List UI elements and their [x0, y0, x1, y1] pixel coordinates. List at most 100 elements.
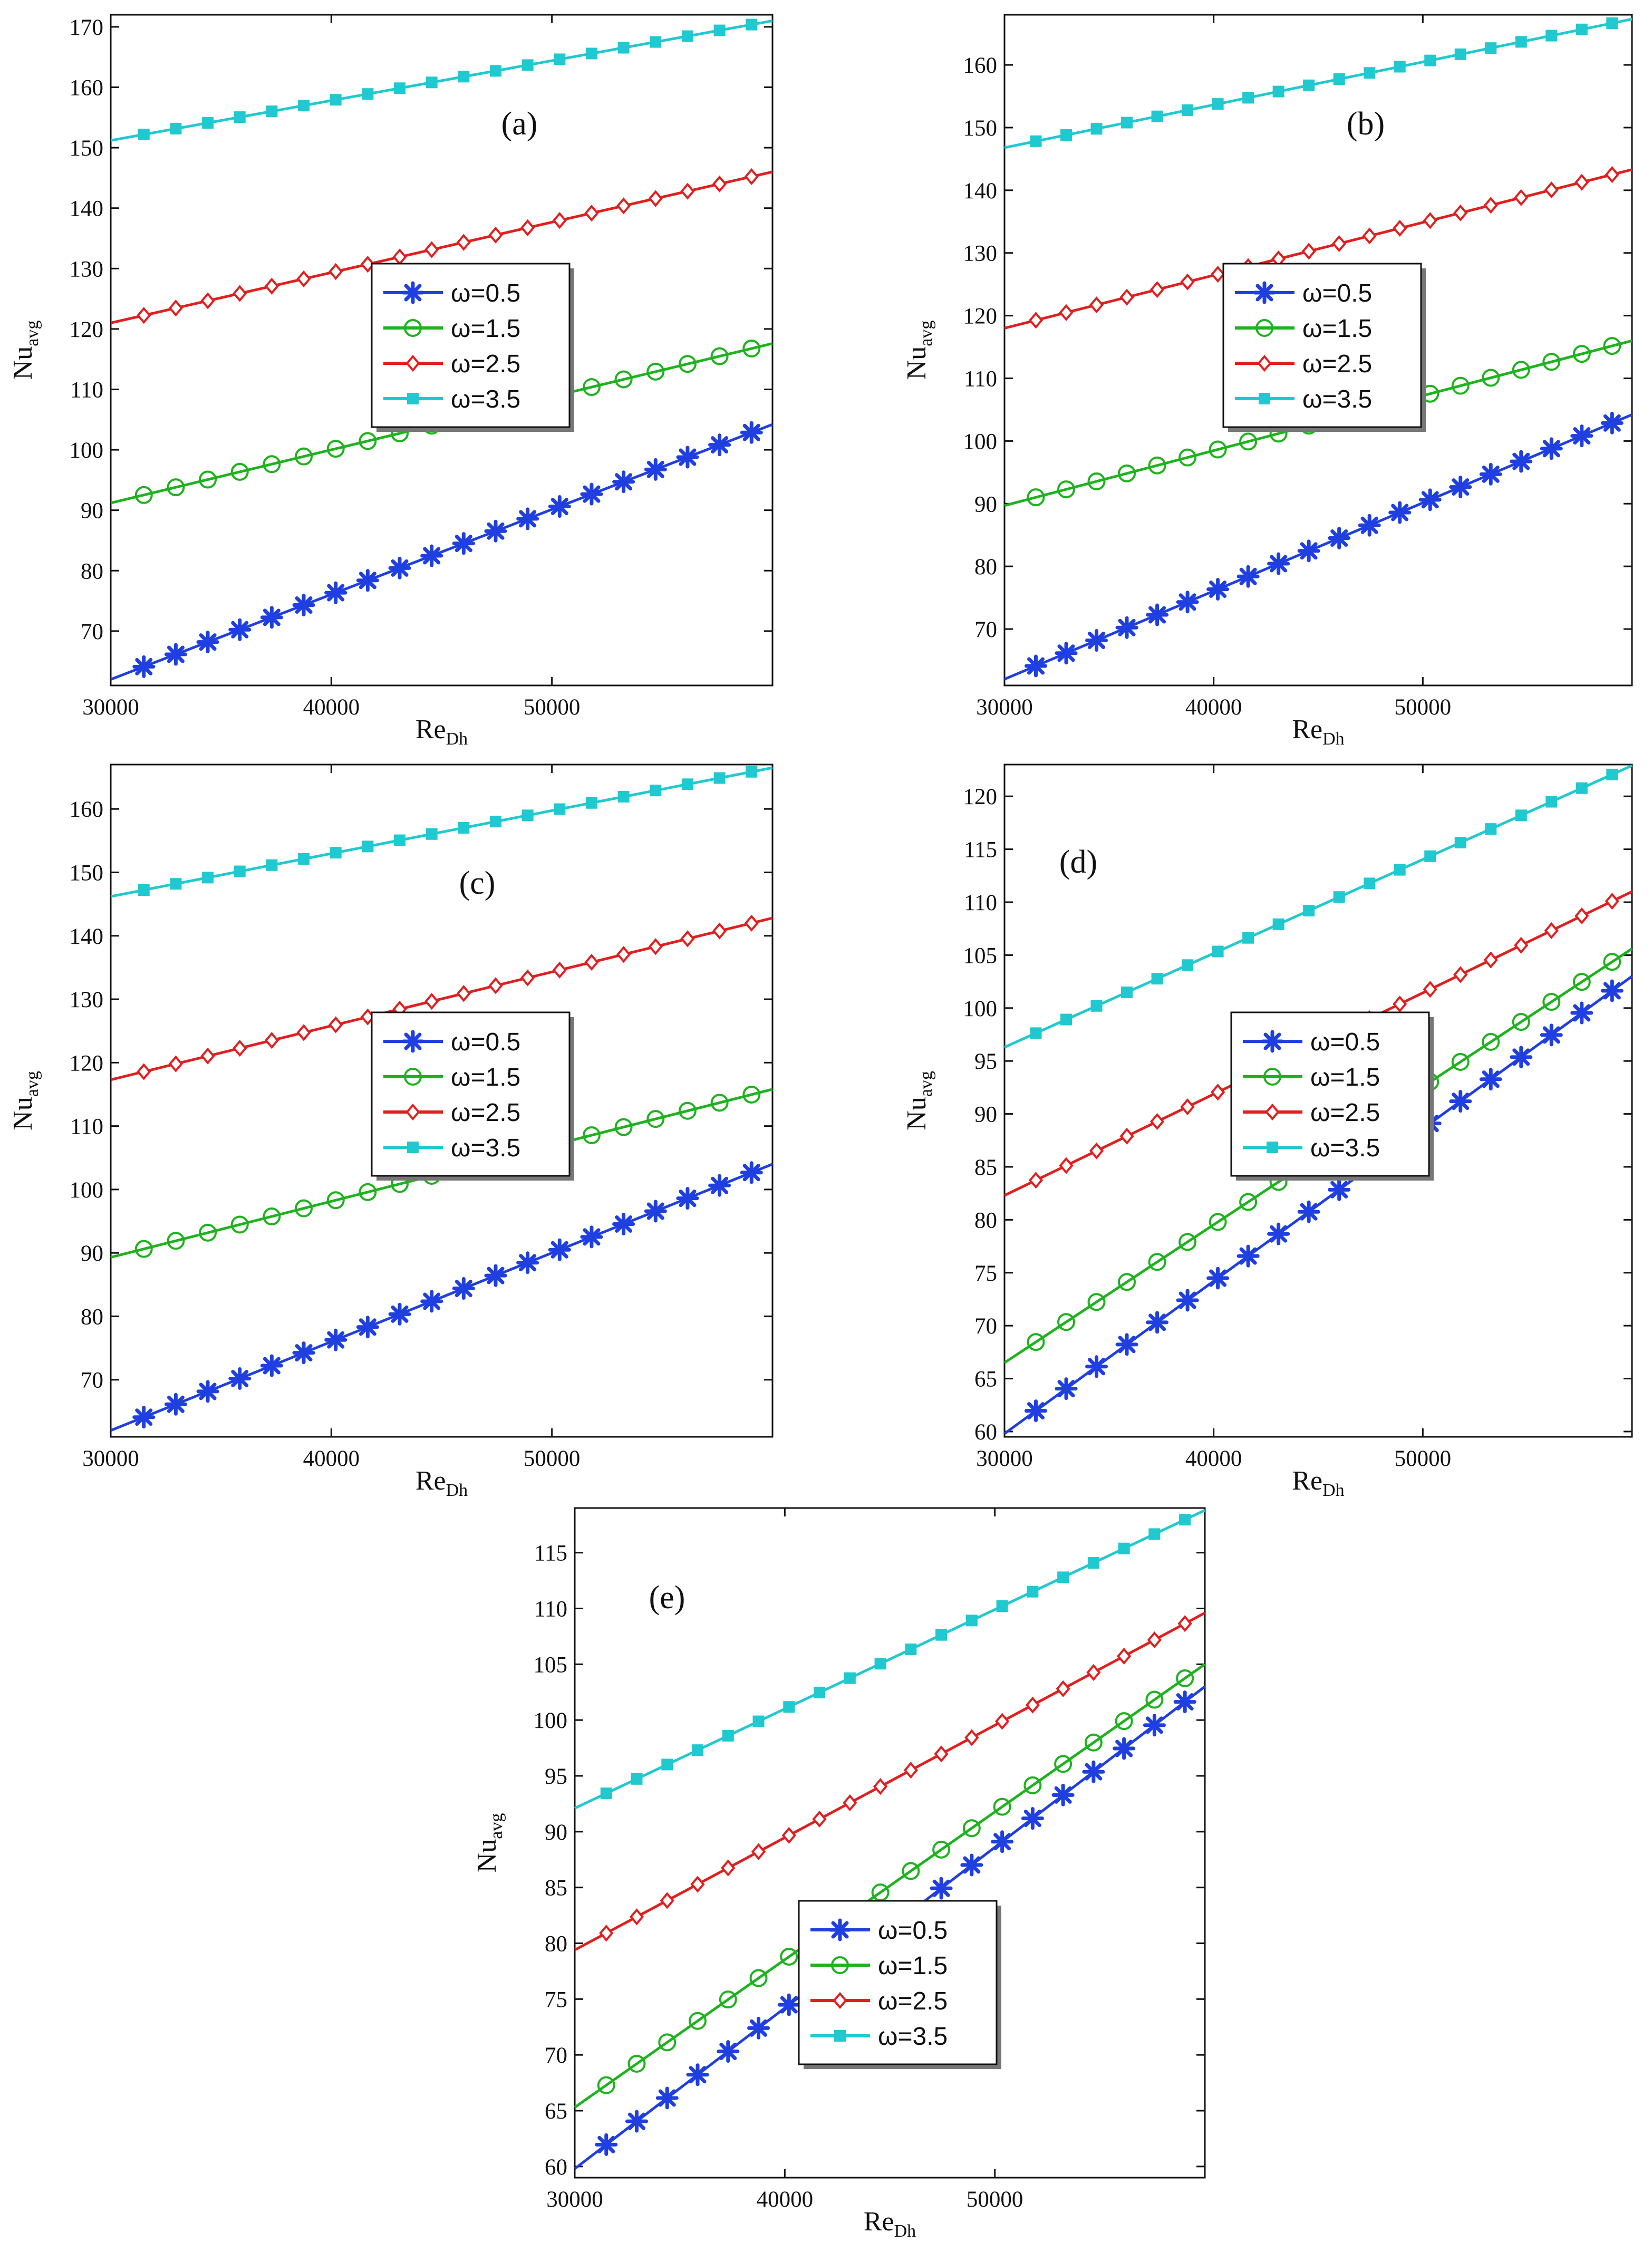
data-point-circle: [1572, 973, 1591, 991]
x-tick-label: 40000: [1185, 1446, 1242, 1471]
data-point-asterisk: [1540, 437, 1563, 460]
data-point-circle: [167, 1232, 185, 1250]
data-point-asterisk: [595, 2133, 618, 2156]
data-point-square: [874, 1658, 886, 1670]
data-point-square: [266, 105, 278, 118]
data-point-diamond: [1149, 281, 1165, 298]
y-axis-label: Nuavg: [8, 321, 42, 380]
data-point-diamond: [903, 1762, 918, 1779]
data-point-circle: [749, 1969, 768, 1987]
y-tick-label: 90: [545, 1820, 567, 1845]
data-point-square: [234, 111, 246, 123]
data-point-square: [458, 821, 470, 834]
data-point-square: [554, 803, 566, 815]
legend-label: ω=2.5: [1302, 350, 1372, 378]
x-tick-label: 40000: [303, 1446, 360, 1471]
legend-label: ω=1.5: [451, 315, 520, 343]
legend-label: ω=3.5: [451, 1134, 520, 1162]
data-point-square: [1394, 864, 1406, 876]
data-point-diamond: [712, 922, 727, 940]
data-point-square: [585, 47, 597, 60]
data-point-circle: [1178, 1233, 1197, 1251]
data-point-asterisk: [228, 1367, 252, 1390]
data-point-square: [1545, 796, 1558, 808]
data-point-diamond: [712, 175, 727, 192]
legend-label: ω=1.5: [1310, 1064, 1380, 1091]
data-point-square: [202, 117, 214, 129]
data-point-asterisk: [1176, 1289, 1199, 1312]
data-point-asterisk: [1449, 476, 1472, 499]
y-tick-label: 140: [70, 197, 104, 221]
data-point-square: [746, 18, 758, 31]
data-point-asterisk: [740, 1161, 763, 1184]
data-point-circle: [1572, 345, 1591, 363]
data-point-asterisk: [1115, 616, 1138, 639]
data-point-asterisk: [388, 1302, 411, 1326]
x-axis-label: ReDh: [416, 1466, 468, 1500]
data-point-asterisk: [1206, 578, 1230, 601]
x-tick-label: 40000: [757, 2187, 814, 2212]
y-tick-label: 100: [963, 429, 998, 454]
data-point-square: [1576, 23, 1588, 35]
data-point-diamond: [1544, 181, 1559, 199]
data-point-square: [202, 872, 214, 884]
data-point-asterisk: [260, 606, 283, 629]
data-point-circle: [932, 1840, 951, 1859]
data-point-circle: [1178, 448, 1197, 467]
data-point-circle: [993, 1797, 1011, 1816]
legend-label: ω=0.5: [878, 1917, 948, 1945]
data-point-circle: [263, 455, 281, 473]
data-point-diamond: [1089, 1142, 1104, 1159]
data-point-circle: [1023, 1776, 1042, 1795]
data-point-square: [617, 790, 630, 803]
data-point-square: [1179, 1514, 1191, 1526]
data-point-square: [1545, 30, 1558, 42]
data-point-diamond: [616, 197, 631, 215]
data-point-asterisk: [388, 556, 411, 579]
data-point-square: [1606, 768, 1618, 780]
data-point-diamond: [781, 1826, 796, 1844]
data-point-asterisk: [1146, 603, 1169, 626]
y-axis-label: Nuavg: [472, 1813, 506, 1873]
data-point-diamond: [168, 1055, 183, 1072]
data-point-diamond: [329, 1016, 343, 1033]
y-tick-label: 100: [534, 1708, 568, 1733]
data-point-square: [1424, 54, 1436, 66]
data-point-square: [692, 1744, 704, 1756]
data-point-diamond: [1056, 1680, 1070, 1697]
data-point-circle: [627, 2055, 646, 2073]
data-point-circle: [710, 1094, 729, 1112]
panel-label: (a): [501, 106, 538, 142]
y-tick-label: 110: [70, 1115, 103, 1139]
data-point-circle: [710, 347, 729, 365]
data-point-asterisk: [132, 1406, 156, 1429]
data-point-asterisk: [1358, 514, 1381, 537]
legend-marker-diamond: [405, 1103, 420, 1121]
data-point-asterisk: [676, 446, 699, 469]
data-point-circle: [1084, 1733, 1103, 1752]
data-point-square: [489, 816, 501, 828]
y-tick-label: 100: [70, 438, 104, 463]
y-tick-label: 150: [963, 116, 998, 141]
series-asterisk: [1004, 411, 1632, 681]
y-tick-label: 110: [70, 378, 103, 402]
y-tick-label: 95: [545, 1764, 567, 1789]
data-point-square: [1027, 1586, 1039, 1598]
data-point-square: [554, 53, 566, 65]
data-point-square: [905, 1643, 917, 1655]
legend-marker-diamond: [1257, 354, 1272, 372]
data-point-asterisk: [1479, 462, 1502, 486]
data-point-square: [681, 30, 693, 42]
data-point-asterisk: [196, 631, 219, 654]
data-point-asterisk: [516, 507, 539, 530]
x-tick-label: 30000: [82, 1446, 139, 1471]
data-point-square: [1454, 48, 1466, 60]
y-tick-label: 80: [81, 1304, 103, 1329]
data-point-circle: [1027, 1333, 1045, 1351]
panel-label: (e): [649, 1580, 685, 1616]
data-point-asterisk: [686, 2063, 709, 2086]
data-point-diamond: [744, 914, 759, 932]
data-point-asterisk: [960, 1853, 983, 1877]
legend-label: ω=0.5: [451, 1028, 520, 1056]
